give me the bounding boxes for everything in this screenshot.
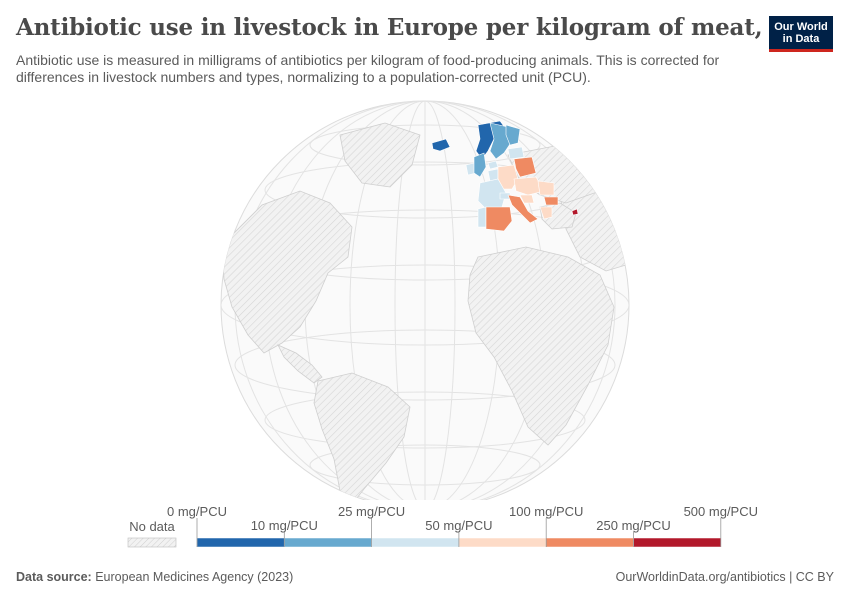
globe-map[interactable] [0, 95, 850, 500]
legend-tick-label-3: 50 mg/PCU [425, 518, 492, 533]
country-baltics[interactable] [507, 146, 525, 160]
logo-line-2: in Data [782, 33, 820, 45]
country-croatia[interactable] [519, 194, 535, 204]
country-bulgaria[interactable] [543, 196, 559, 206]
country-central-europe[interactable] [513, 176, 545, 196]
chart-subtitle: Antibiotic use is measured in milligrams… [16, 52, 720, 85]
source-url-link[interactable]: OurWorldinData.org/antibiotics | CC BY [615, 570, 834, 584]
legend-tick-label-6: 500 mg/PCU [684, 504, 758, 519]
legend-tick-label-5: 250 mg/PCU [596, 518, 670, 533]
legend-bin-2[interactable] [284, 537, 372, 548]
legend-tick-label-2: 25 mg/PCU [338, 504, 405, 519]
data-source-label: Data source: [16, 570, 92, 584]
logo-line-1: Our World [774, 21, 828, 33]
legend-bin-3[interactable] [371, 537, 460, 548]
legend-no-data-label: No data [129, 519, 175, 534]
color-legend: No data 0 mg/PCU 10 mg/PCU 25 mg/PCU 50 … [127, 504, 758, 548]
data-source: Data source: European Medicines Agency (… [16, 570, 293, 584]
data-source-text: European Medicines Agency (2023) [95, 570, 294, 584]
legend-bin-6[interactable] [633, 537, 722, 548]
legend-tick-label-1: 10 mg/PCU [251, 518, 318, 533]
europe-countries[interactable] [431, 120, 579, 232]
legend-bin-4[interactable] [458, 537, 547, 548]
country-portugal[interactable] [477, 206, 487, 228]
legend-tick-label-0: 0 mg/PCU [167, 504, 227, 519]
country-iceland[interactable] [431, 138, 451, 152]
chart-title: Antibiotic use in livestock in Europe pe… [16, 14, 834, 41]
legend-tick-label-4: 100 mg/PCU [509, 504, 583, 519]
legend-bin-5[interactable] [545, 537, 634, 548]
legend-no-data-swatch[interactable] [127, 537, 177, 548]
country-cyprus[interactable] [571, 208, 579, 216]
country-uk[interactable] [473, 152, 487, 178]
country-finland[interactable] [505, 124, 521, 146]
country-romania[interactable] [537, 180, 555, 196]
legend-bin-1[interactable] [196, 537, 285, 548]
legend-ticks [196, 518, 722, 547]
country-spain[interactable] [485, 206, 513, 232]
owid-logo[interactable]: Our World in Data [769, 16, 833, 52]
country-greece[interactable] [539, 206, 553, 220]
country-italy[interactable] [507, 194, 539, 224]
country-poland[interactable] [513, 156, 537, 178]
